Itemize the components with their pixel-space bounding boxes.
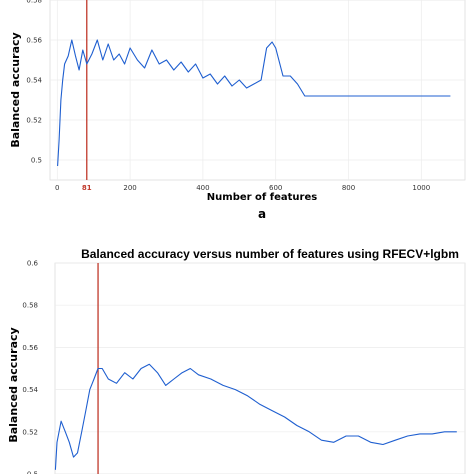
chart-a-y-tick-label: 0.56: [26, 37, 42, 45]
chart-b-y-tick-label: 0.54: [22, 386, 38, 394]
chart-a-x-tick-label: 600: [269, 184, 282, 192]
chart-a-panel-label: a: [258, 207, 266, 221]
chart-b-y-tick-label: 0.58: [22, 302, 38, 310]
chart-a-y-tick-label: 0.58: [26, 0, 42, 5]
chart-b-series-line: [54, 363, 457, 470]
chart-b-title: Balanced accuracy versus number of featu…: [81, 247, 459, 261]
chart-b-y-tick-label: 0.52: [22, 428, 38, 436]
chart-b: Balanced accuracy versus number of featu…: [7, 247, 466, 474]
chart-a-x-tick-label: 0: [55, 184, 59, 192]
chart-a-x-ticks: 0 81 200 400 600 800 1000: [55, 184, 430, 192]
chart-a-x-tick-label: 81: [82, 184, 92, 192]
chart-a-x-tick-label: 400: [196, 184, 209, 192]
chart-a-y-tick-label: 0.5: [31, 157, 42, 165]
chart-b-y-tick-label: 0.5: [27, 471, 38, 474]
chart-a-x-tick-label: 200: [123, 184, 136, 192]
chart-b-plot-area: [54, 262, 466, 474]
chart-b-y-ticks: 0.5 0.52 0.54 0.56 0.58 0.6: [22, 260, 38, 474]
chart-a-y-tick-label: 0.52: [26, 117, 42, 125]
chart-a-x-axis-label: Number of features: [207, 192, 317, 203]
chart-a-y-axis-label: Balanced accuracy: [9, 32, 22, 147]
chart-a-series-line: [57, 39, 451, 167]
chart-b-gridlines: [55, 262, 465, 474]
chart-b-y-tick-label: 0.6: [27, 260, 39, 268]
chart-a-y-ticks: 0.5 0.52 0.54 0.56 0.58: [26, 0, 42, 165]
chart-a-y-tick-label: 0.54: [26, 77, 42, 85]
chart-a-x-tick-label: 800: [342, 184, 355, 192]
chart-a-x-tick-label: 1000: [412, 184, 430, 192]
chart-b-y-tick-label: 0.56: [22, 344, 38, 352]
chart-b-y-axis-label: Balanced accuracy: [7, 327, 20, 442]
chart-a-plot-area: [49, 0, 466, 181]
chart-a: 0.50.520.540.560.58 0 81 200 400 600 800 1000 …: [9, 0, 466, 221]
